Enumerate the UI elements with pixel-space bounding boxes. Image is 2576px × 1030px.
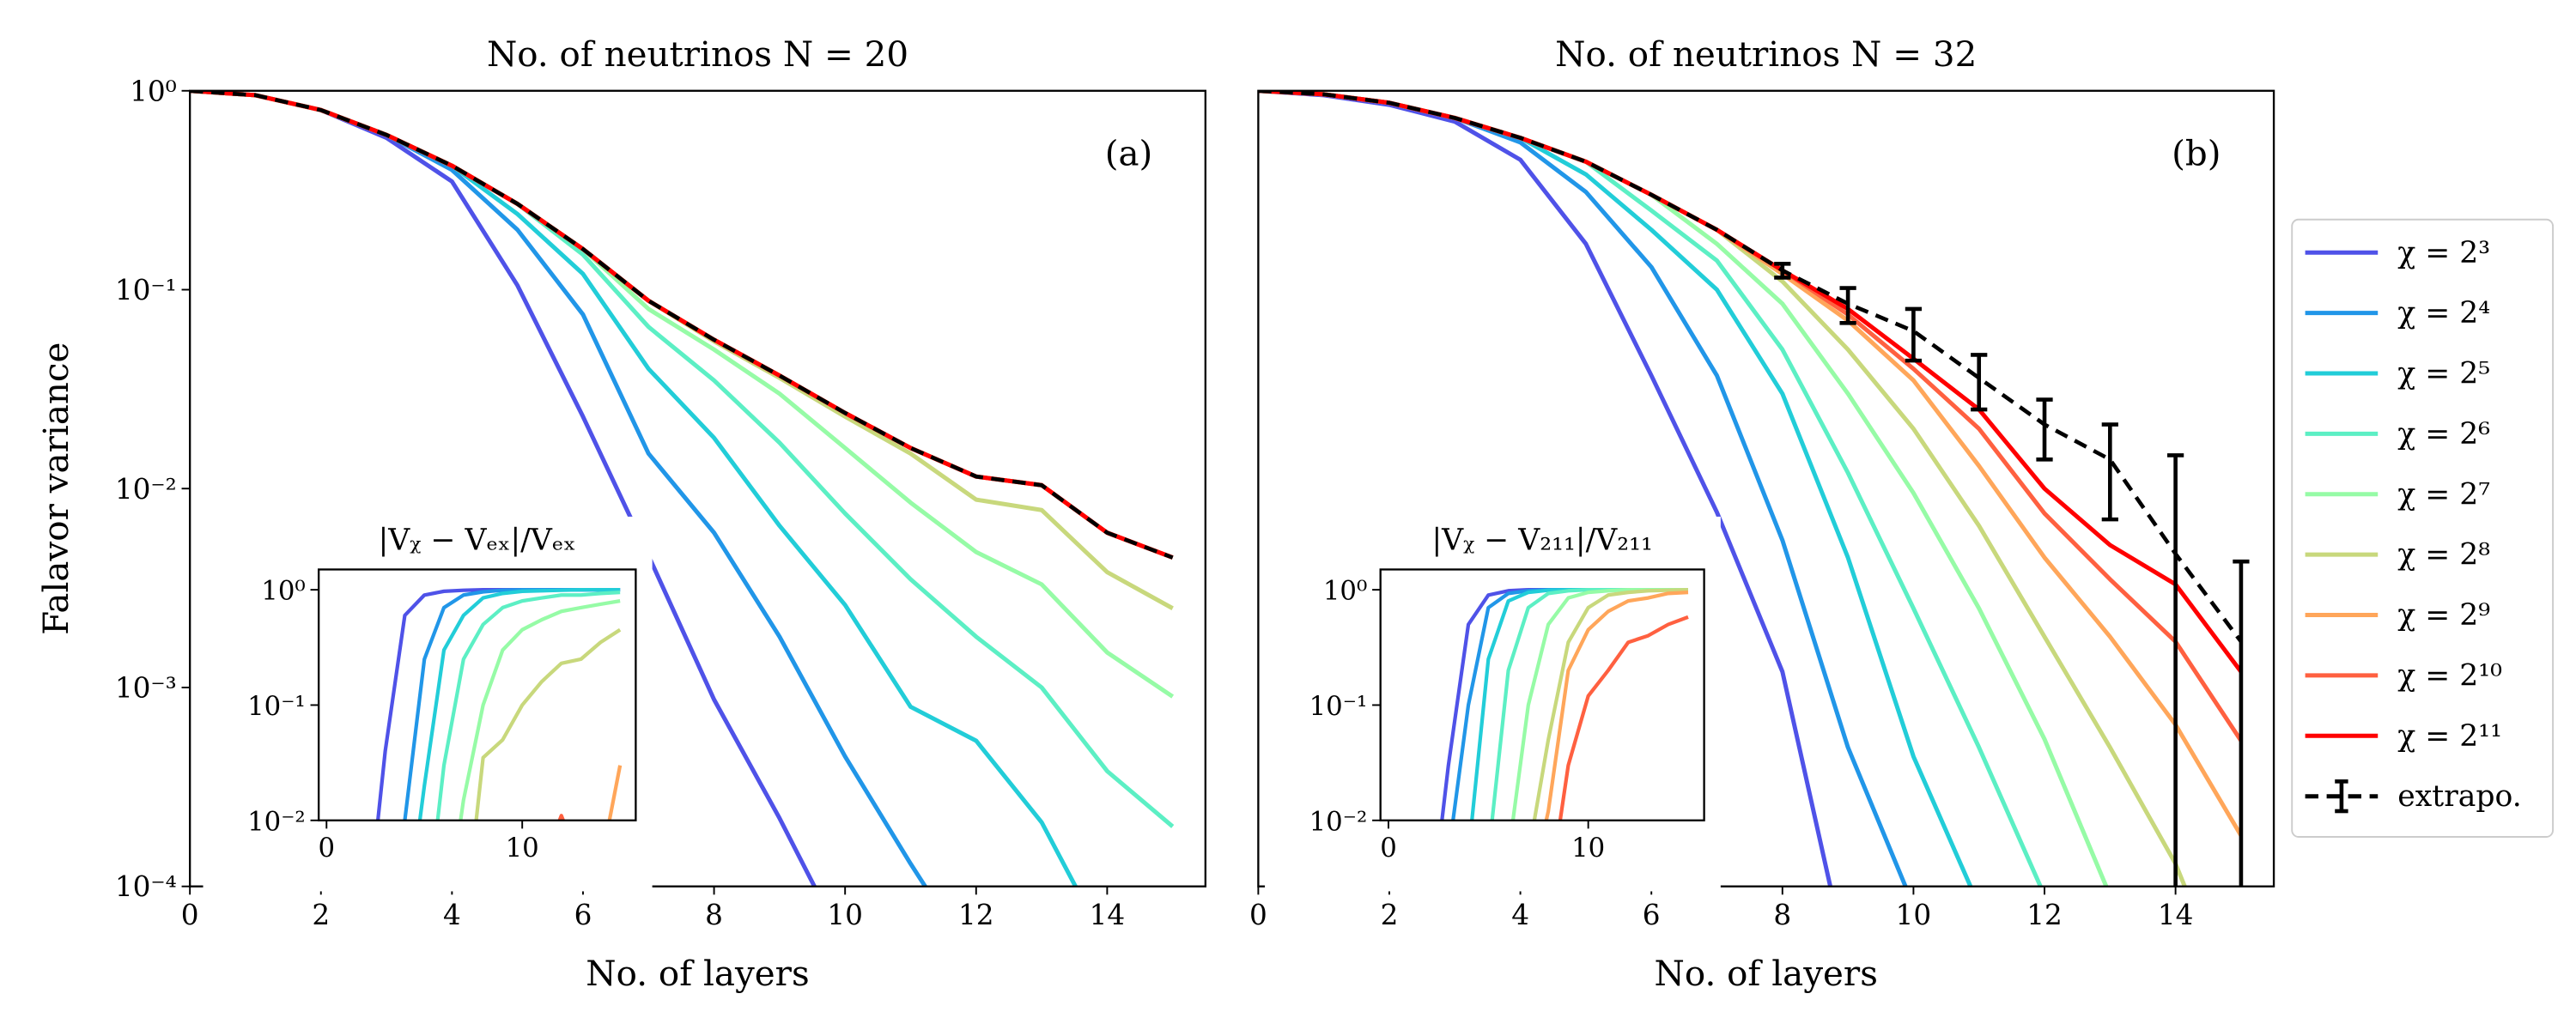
- y-tick-label: 10⁻³: [115, 672, 177, 705]
- x-tick-label: 4: [443, 899, 461, 931]
- series-line: [1532, 588, 1689, 821]
- y-tick-label: 10⁻²: [1309, 806, 1368, 837]
- panel-title: No. of neutrinos N = 32: [1555, 34, 1977, 75]
- x-tick-label: 12: [958, 899, 994, 931]
- legend-label: χ = 2⁴: [2397, 296, 2490, 330]
- x-tick-label: 8: [705, 899, 723, 931]
- series-line: [190, 90, 1174, 560]
- series-line: [1544, 591, 1689, 821]
- x-tick-label: 0: [318, 833, 335, 863]
- y-tick-label: 10⁻²: [115, 473, 177, 506]
- series-line: [474, 627, 622, 821]
- x-tick-label: 2: [1381, 899, 1399, 931]
- x-tick-label: 12: [2026, 899, 2063, 931]
- series-group: [1440, 588, 1689, 821]
- legend-label: χ = 2⁷: [2397, 477, 2490, 512]
- legend-label: χ = 2⁶: [2397, 417, 2490, 451]
- series-line: [435, 591, 621, 821]
- x-tick-label: 10: [506, 833, 539, 863]
- inset-title: |Vᵪ − V₂₁₁|/V₂₁₁: [1431, 523, 1652, 557]
- y-axis-label: Falavor variance: [36, 342, 76, 635]
- inset-background: [203, 516, 653, 892]
- axes-frame: [1379, 568, 1705, 821]
- panel-annotation: (a): [1105, 133, 1153, 173]
- series-line: [459, 599, 621, 821]
- axes-frame: [189, 89, 1206, 888]
- x-tick-label: 6: [574, 899, 592, 931]
- x-tick-label: 2: [312, 899, 330, 931]
- panel-title: No. of neutrinos N = 20: [487, 34, 908, 75]
- axes-frame: [1257, 89, 2275, 888]
- panel-annotation: (b): [2172, 133, 2221, 173]
- y-tick-label: 10⁻⁴: [115, 870, 177, 903]
- legend-label: extrapo.: [2397, 779, 2521, 814]
- series-group: [375, 588, 623, 821]
- legend-label: χ = 2⁵: [2397, 357, 2490, 391]
- y-tick-label: 10⁰: [1323, 576, 1367, 607]
- series-line: [1558, 615, 1689, 821]
- inset-background: [1265, 516, 1721, 892]
- series-line: [607, 765, 623, 821]
- x-tick-label: 6: [1643, 899, 1661, 931]
- legend-label: χ = 2⁹: [2397, 598, 2490, 633]
- x-tick-label: 8: [1773, 899, 1791, 931]
- x-axis-label: No. of layers: [586, 954, 809, 994]
- x-tick-label: 0: [1249, 899, 1267, 931]
- y-tick-label: 10⁻¹: [247, 691, 306, 722]
- x-tick-label: 14: [2158, 899, 2194, 931]
- series-line: [417, 588, 621, 821]
- extrapolation-line: [1258, 90, 2243, 643]
- x-tick-label: 14: [1090, 899, 1126, 931]
- series-group: [190, 90, 1175, 887]
- legend-label: χ = 2¹⁰: [2397, 658, 2502, 693]
- y-tick-label: 10⁻²: [247, 806, 306, 837]
- axes-frame: [318, 568, 637, 821]
- x-tick-label: 10: [827, 899, 863, 931]
- y-tick-label: 10⁻¹: [1309, 691, 1368, 722]
- y-tick-label: 10⁻¹: [115, 274, 177, 306]
- y-tick-label: 10⁰: [130, 75, 177, 107]
- x-tick-label: 0: [1380, 833, 1397, 863]
- legend-label: χ = 2³: [2397, 236, 2490, 270]
- x-tick-label: 10: [1571, 833, 1605, 863]
- series-line: [557, 814, 566, 821]
- y-tick-label: 10⁰: [261, 576, 305, 607]
- legend-label: χ = 2⁸: [2397, 538, 2490, 573]
- inset-title: |Vᵪ − Vₑₓ|/Vₑₓ: [379, 523, 576, 557]
- x-axis-label: No. of layers: [1655, 954, 1878, 994]
- x-tick-label: 4: [1511, 899, 1529, 931]
- legend-label: χ = 2¹¹: [2397, 719, 2502, 754]
- x-tick-label: 10: [1896, 899, 1932, 931]
- series-group: [1258, 90, 2250, 887]
- x-tick-label: 0: [181, 899, 199, 931]
